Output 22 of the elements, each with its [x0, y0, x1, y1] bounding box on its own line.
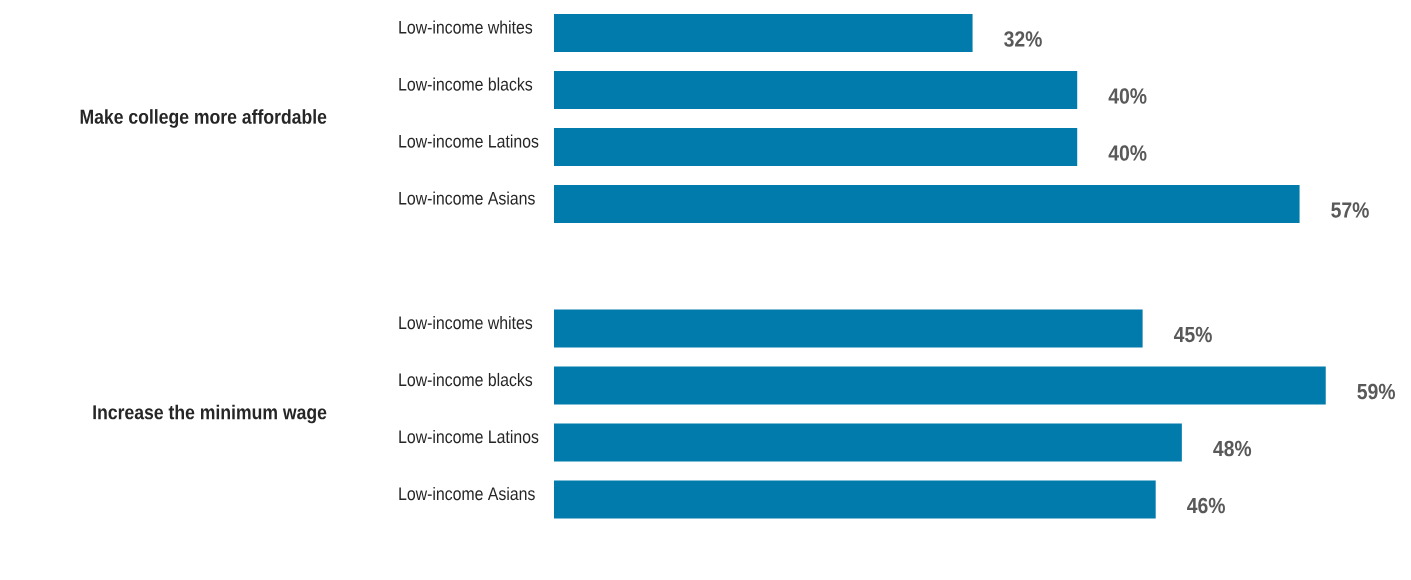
y-tick-label: Low-income whites: [399, 20, 533, 34]
text: Increase the minimum wage: [93, 404, 327, 424]
data-label: 48%: [1213, 440, 1252, 457]
y-tick-label: Low-income Asians: [399, 191, 535, 205]
data-label: 57%: [1331, 202, 1369, 218]
y-tick-label: Low-income blacks: [399, 372, 533, 387]
bar: [554, 366, 1326, 405]
bar: [554, 309, 1143, 348]
text: Make college more affordable: [80, 109, 327, 128]
data-label: 40%: [1108, 145, 1147, 161]
data-label: 32%: [1004, 31, 1042, 47]
y-tick-label: Low-income whites: [399, 315, 533, 330]
data-label: 45%: [1173, 326, 1212, 343]
data-label: 59%: [1357, 383, 1396, 400]
y-tick-label: Low-income Asians: [399, 486, 535, 501]
data-label: 46%: [1187, 497, 1225, 514]
bar: [554, 423, 1182, 462]
y-tick-label: Low-income blacks: [399, 77, 533, 91]
y-tick-label: Low-income Latinos: [399, 429, 539, 444]
bar: [554, 480, 1156, 519]
data-label: 40%: [1108, 88, 1147, 104]
y-tick-label: Low-income Latinos: [399, 134, 539, 148]
